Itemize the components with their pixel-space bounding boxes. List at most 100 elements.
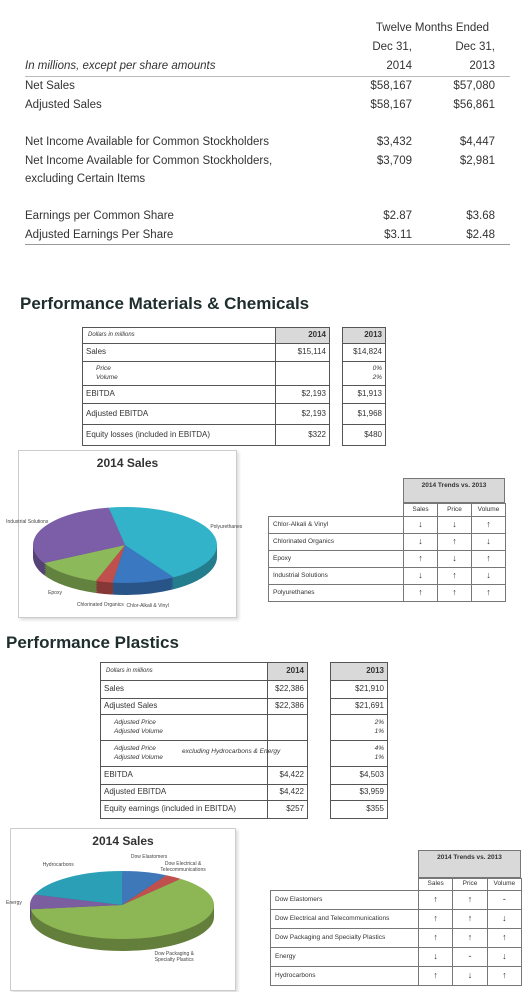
rule	[25, 244, 510, 245]
sub-value: 1%	[374, 754, 384, 761]
pie-title: 2014 Sales	[96, 456, 159, 470]
sub-value: 2%	[372, 374, 382, 381]
year: 2014	[308, 330, 326, 339]
trends-title: 2014 Trends vs. 2013	[403, 478, 505, 503]
segment-name: Dow Electrical and Telecommunications	[270, 909, 419, 929]
value: $1,913	[357, 389, 382, 398]
value: $322	[308, 429, 326, 439]
slice-label: Energy	[6, 899, 22, 906]
slice-label: Dow Packaging & Specialty Plastics	[154, 951, 194, 964]
slice-label: Polyurethanes	[210, 523, 243, 530]
trend-arrow: -	[452, 947, 488, 967]
trend-arrow: ↑	[418, 890, 454, 910]
segment-name: Dow Packaging and Specialty Plastics	[270, 928, 419, 948]
pie-slice	[30, 878, 215, 939]
value: $4,503	[359, 770, 384, 779]
trend-arrow: ↑	[486, 966, 522, 986]
slice-label: Chlorinated Organics	[76, 602, 124, 609]
trend-arrow: ↑	[471, 584, 506, 602]
value: $355	[366, 804, 384, 813]
value: $15,114	[297, 347, 326, 356]
column-header: 2014	[386, 60, 412, 72]
trend-arrow: ↓	[452, 966, 488, 986]
period-header: Twelve Months Ended	[375, 22, 490, 34]
pie-slice	[95, 545, 125, 583]
sub-label: Adjusted Price	[114, 719, 156, 726]
value-cell	[267, 714, 308, 741]
column-header: Dec 31,	[455, 41, 495, 53]
row-label: Equity losses (included in EBITDA)	[86, 429, 211, 439]
sub-label: Price	[96, 365, 111, 372]
row-label: Adjusted Sales	[25, 98, 102, 111]
segment-name: Hydrocarbons	[270, 966, 419, 986]
value: $22,386	[275, 701, 304, 710]
value: $58,167	[370, 80, 412, 92]
value: $257	[286, 804, 304, 813]
row-label: Net Sales	[25, 80, 75, 92]
label-cell	[82, 361, 276, 386]
sub-value: 2%	[374, 719, 384, 726]
row-label: Sales	[104, 684, 125, 693]
value: $57,080	[453, 80, 495, 92]
value-cell	[267, 740, 308, 767]
pie-slice	[122, 875, 181, 905]
trend-arrow: ↑	[486, 928, 522, 948]
sub-label: Volume	[96, 374, 118, 381]
trend-arrow: ↓	[486, 909, 522, 929]
value-cell	[330, 740, 388, 767]
value: $22,386	[275, 684, 304, 693]
trend-arrow: ↑	[452, 928, 488, 948]
value: $4,447	[459, 136, 495, 148]
pie-slice	[32, 507, 125, 563]
value: $2,193	[301, 389, 326, 398]
value-cell	[342, 361, 386, 386]
value: $1,968	[357, 408, 382, 418]
row-label: Net Income Available for Common Stockhol…	[25, 154, 273, 186]
row-label: EBITDA	[86, 389, 115, 398]
row-label: EBITDA	[104, 770, 133, 779]
row-label: Equity earnings (included in EBITDA)	[104, 804, 237, 813]
value-cell	[267, 800, 308, 819]
trend-arrow: ↓	[486, 947, 522, 967]
trends-title: 2014 Trends vs. 2013	[418, 850, 521, 878]
value: $21,910	[355, 684, 384, 693]
row-label: Net Income Available for Common Stockhol…	[25, 136, 269, 148]
sub-label: Adjusted Volume	[114, 728, 163, 735]
value: $2,981	[459, 154, 495, 167]
value: $2.87	[383, 210, 412, 222]
value-cell	[330, 800, 388, 819]
value-cell	[275, 424, 330, 446]
note: excluding Hydrocarbons & Energy	[182, 748, 281, 755]
sub-value: 1%	[374, 728, 384, 735]
value-cell	[342, 424, 386, 446]
value: $3.11	[384, 228, 412, 241]
value: $2.48	[466, 228, 495, 241]
pie-slice	[112, 545, 174, 583]
value: $480	[364, 429, 382, 439]
year: 2013	[364, 330, 382, 339]
pie-slice	[29, 894, 123, 910]
sub-value: 4%	[374, 745, 384, 752]
trend-arrow: -	[486, 890, 522, 910]
slice-label: Dow Electrical & Telecommunications	[160, 861, 206, 874]
rule	[25, 76, 510, 77]
sub-label: Adjusted Volume	[114, 754, 163, 761]
row-label: Adjusted Sales	[104, 701, 158, 710]
row-label: Sales	[86, 347, 107, 356]
pie-slice	[34, 871, 123, 905]
table-caption: Dollars in millions	[106, 668, 153, 674]
slice-label: Hydrocarbons	[42, 862, 74, 869]
pie-slice	[122, 871, 167, 905]
pie-slice	[108, 506, 218, 578]
value: $56,861	[453, 98, 495, 111]
value: $3.68	[466, 210, 495, 222]
sub-label: Adjusted Price	[114, 745, 156, 752]
slice-label: Chlor-Alkali & Vinyl	[126, 602, 169, 609]
value: $3,432	[376, 136, 412, 148]
caption: In millions, except per share amounts	[25, 60, 216, 72]
value: $3,959	[359, 787, 384, 796]
slice-label: Epoxy	[48, 590, 62, 597]
value: $21,691	[355, 701, 384, 710]
